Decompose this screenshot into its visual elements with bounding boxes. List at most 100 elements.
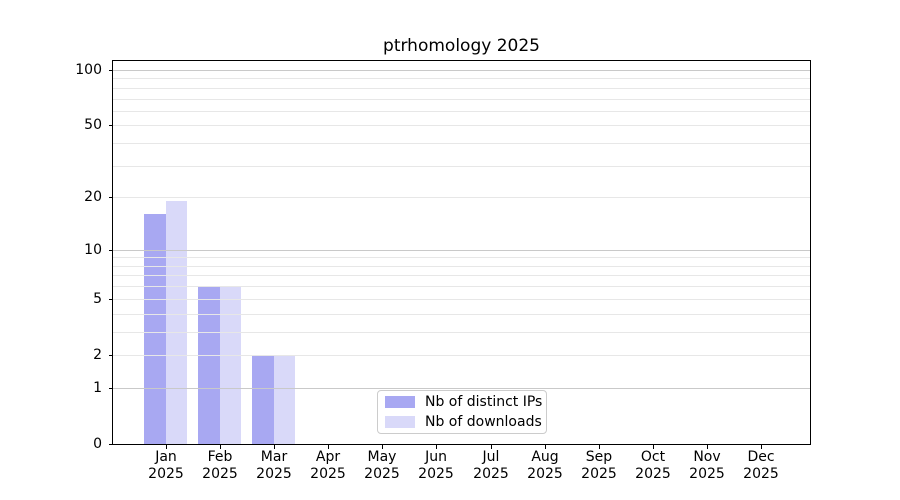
x-tick-label-line: Jun — [425, 449, 447, 465]
legend-item-distinct-ips: Nb of distinct IPs — [385, 394, 546, 410]
chart-title: ptrhomology 2025 — [383, 36, 540, 56]
x-tick-label: Oct 2025 — [618, 449, 688, 483]
legend-label-downloads: Nb of downloads — [425, 414, 542, 430]
x-tick-label-line: Feb — [207, 449, 233, 465]
gridline-minor — [113, 165, 810, 167]
gridline-minor — [113, 196, 810, 198]
x-tick-label-line: 2025 — [202, 466, 238, 482]
y-tick-mark — [109, 355, 113, 356]
x-tick-label-line: 2025 — [418, 466, 454, 482]
x-tick-mark — [274, 445, 275, 449]
gridline-minor — [113, 331, 810, 333]
x-tick-label-line: Sep — [585, 449, 613, 465]
y-tick-mark — [109, 388, 113, 389]
x-tick-label-line: Apr — [315, 449, 341, 465]
x-tick-label-line: Oct — [640, 449, 666, 465]
gridline-minor — [113, 110, 810, 112]
x-tick-label: Jan 2025 — [131, 449, 201, 483]
bar-distinct-ips — [144, 214, 166, 444]
x-tick-label-line: 2025 — [473, 466, 509, 482]
y-tick-label: 20 — [84, 189, 102, 205]
x-tick-label-line: 2025 — [310, 466, 346, 482]
gridline-minor — [113, 256, 810, 258]
x-tick-mark — [382, 445, 383, 449]
y-tick-mark — [109, 197, 113, 198]
gridline-minor — [113, 274, 810, 276]
x-tick-mark — [166, 445, 167, 449]
y-tick-label: 1 — [93, 380, 102, 396]
x-tick-label: Feb 2025 — [185, 449, 255, 483]
x-tick-mark — [599, 445, 600, 449]
x-tick-label-line: 2025 — [689, 466, 725, 482]
x-tick-mark — [545, 445, 546, 449]
y-tick-label: 5 — [93, 291, 102, 307]
x-tick-mark — [653, 445, 654, 449]
y-tick-mark — [109, 125, 113, 126]
gridline-minor — [113, 354, 810, 356]
x-tick-label: Apr 2025 — [293, 449, 363, 483]
x-tick-label: Nov 2025 — [672, 449, 742, 483]
x-tick-label-line: 2025 — [635, 466, 671, 482]
bar-distinct-ips — [252, 354, 274, 444]
x-tick-label: Mar 2025 — [239, 449, 309, 483]
bars-layer — [113, 61, 810, 444]
legend-item-downloads: Nb of downloads — [385, 414, 546, 430]
x-tick-label-line: 2025 — [527, 466, 563, 482]
x-tick-label-line: Nov — [693, 449, 721, 465]
gridline-minor — [113, 142, 810, 144]
bar-downloads — [165, 201, 187, 444]
x-tick-label-line: Dec — [747, 449, 775, 465]
grid-layer — [113, 61, 810, 444]
x-tick-mark — [436, 445, 437, 449]
x-tick-mark — [328, 445, 329, 449]
gridline-minor — [113, 313, 810, 315]
y-tick-mark — [109, 250, 113, 251]
x-tick-label: Jul 2025 — [456, 449, 526, 483]
bar-downloads — [273, 354, 296, 444]
y-tick-mark — [109, 444, 113, 445]
x-tick-label-line: Mar — [260, 449, 288, 465]
x-tick-mark — [220, 445, 221, 449]
gridline-major — [113, 387, 810, 389]
x-tick-label-line: 2025 — [256, 466, 292, 482]
x-tick-label-line: 2025 — [743, 466, 779, 482]
y-tick-label: 2 — [93, 347, 102, 363]
x-tick-label-line: 2025 — [148, 466, 184, 482]
legend-swatch-distinct-ips — [385, 396, 415, 408]
x-tick-label-line: May — [367, 449, 397, 465]
gridline-minor — [113, 285, 810, 287]
x-tick-label-line: 2025 — [581, 466, 617, 482]
gridline-major — [113, 249, 810, 251]
x-tick-mark — [707, 445, 708, 449]
y-tick-label: 10 — [84, 242, 102, 258]
bar-distinct-ips — [198, 286, 220, 444]
gridline-minor — [113, 298, 810, 300]
gridline-minor — [113, 98, 810, 100]
gridline-minor — [113, 265, 810, 267]
bar-downloads — [219, 286, 242, 444]
x-tick-label-line: Aug — [531, 449, 559, 465]
x-tick-label-line: 2025 — [364, 466, 400, 482]
gridline-minor — [113, 87, 810, 89]
x-tick-label: Aug 2025 — [510, 449, 580, 483]
y-tick-label: 0 — [93, 436, 102, 452]
y-tick-mark — [109, 70, 113, 71]
y-tick-label: 100 — [75, 62, 102, 78]
x-tick-mark — [761, 445, 762, 449]
plot-area — [112, 60, 811, 445]
x-tick-mark — [491, 445, 492, 449]
legend-label-distinct-ips: Nb of distinct IPs — [425, 394, 543, 410]
legend: Nb of distinct IPs Nb of downloads — [377, 390, 547, 434]
x-tick-label: Sep 2025 — [564, 449, 634, 483]
y-tick-mark — [109, 299, 113, 300]
y-tick-label: 50 — [84, 117, 102, 133]
x-tick-label: Dec 2025 — [726, 449, 796, 483]
gridline-major — [113, 69, 810, 71]
gridline-minor — [113, 124, 810, 126]
x-tick-label: May 2025 — [347, 449, 417, 483]
x-tick-label-line: Jan — [155, 449, 177, 465]
x-tick-label-line: Jul — [482, 449, 500, 465]
gridline-minor — [113, 77, 810, 79]
x-tick-label: Jun 2025 — [401, 449, 471, 483]
